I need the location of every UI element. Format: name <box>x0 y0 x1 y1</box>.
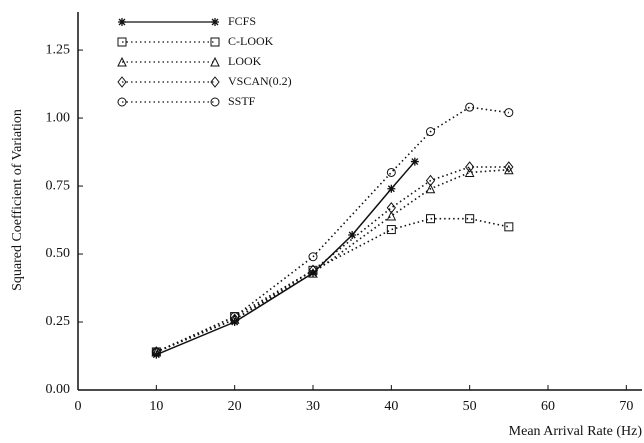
y-tick-label: 0.25 <box>46 314 71 329</box>
marker <box>386 167 396 177</box>
marker <box>504 161 514 173</box>
marker <box>425 174 436 187</box>
marker <box>464 167 475 177</box>
marker <box>308 252 318 262</box>
marker <box>410 157 419 166</box>
marker <box>465 102 475 112</box>
legend-marker <box>210 56 220 67</box>
legend-marker <box>117 76 127 88</box>
x-tick-label: 40 <box>384 399 398 414</box>
legend-marker <box>210 76 220 88</box>
marker <box>230 312 240 322</box>
legend-marker <box>117 97 127 107</box>
marker <box>229 314 240 324</box>
legend-marker <box>117 37 127 47</box>
marker <box>230 318 239 327</box>
marker <box>152 350 161 359</box>
y-tick-label: 1.00 <box>46 110 71 125</box>
marker <box>386 201 396 214</box>
legend-label: VSCAN(0.2) <box>228 74 292 88</box>
x-tick-label: 0 <box>75 399 82 414</box>
series-line <box>156 106 509 353</box>
x-tick-label: 50 <box>463 399 477 414</box>
x-tick-label: 70 <box>619 399 633 414</box>
legend-label: FCFS <box>228 14 256 28</box>
marker <box>504 222 514 232</box>
x-axis-title: Mean Arrival Rate (Hz) <box>509 424 643 439</box>
marker <box>387 184 396 193</box>
y-axis-title: Squared Coefficient of Variation <box>10 109 25 291</box>
legend-marker <box>210 97 220 107</box>
y-tick-label: 0.75 <box>46 178 71 193</box>
legend-marker <box>210 37 220 47</box>
y-tick-label: 1.25 <box>46 42 71 57</box>
y-tick-label: 0.00 <box>46 382 71 397</box>
marker <box>465 161 475 173</box>
x-tick-label: 30 <box>306 399 320 414</box>
legend-label: LOOK <box>228 54 262 68</box>
marker <box>465 214 475 224</box>
marker <box>151 347 161 357</box>
legend-marker <box>118 18 126 26</box>
marker <box>504 108 514 118</box>
marker <box>386 225 396 235</box>
marker <box>348 230 357 239</box>
marker <box>426 214 435 224</box>
series-line <box>156 161 416 356</box>
x-tick-label: 10 <box>149 399 163 414</box>
marker <box>151 346 161 358</box>
marker <box>308 264 318 277</box>
legend-label: SSTF <box>228 94 256 108</box>
legend-marker <box>117 56 127 67</box>
marker <box>230 313 240 326</box>
marker <box>425 183 436 194</box>
x-tick-label: 60 <box>541 399 555 414</box>
marker <box>426 127 435 137</box>
legend-marker <box>211 18 219 26</box>
y-tick-label: 0.50 <box>46 246 71 261</box>
legend-label: C-LOOK <box>228 34 274 48</box>
x-tick-label: 20 <box>228 399 242 414</box>
marker <box>386 210 397 221</box>
